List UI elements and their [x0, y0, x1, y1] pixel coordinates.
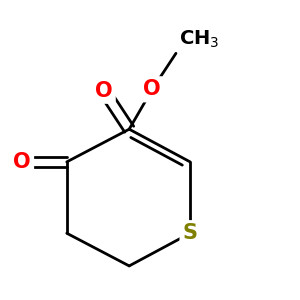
Text: O: O — [14, 152, 31, 172]
Text: S: S — [183, 223, 198, 243]
Text: CH$_3$: CH$_3$ — [179, 29, 219, 50]
Text: O: O — [95, 81, 113, 101]
Text: O: O — [143, 79, 161, 99]
